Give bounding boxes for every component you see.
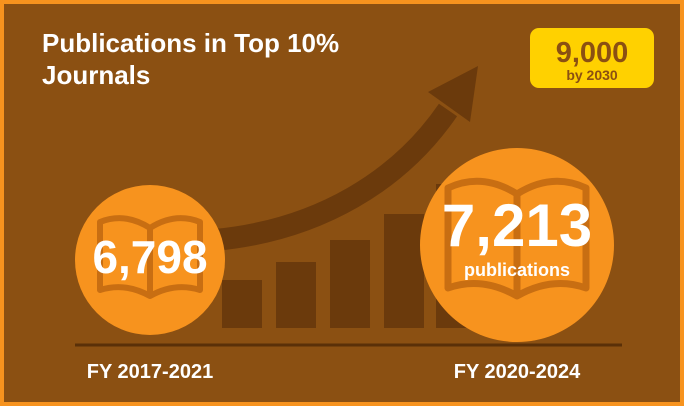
growth-arrow	[213, 103, 458, 251]
bar-decoration	[222, 280, 262, 328]
after-value: 7,213	[442, 192, 592, 259]
arrow-head	[428, 66, 478, 122]
bar-decoration	[330, 240, 370, 328]
period-label: FY 2017-2021	[87, 361, 213, 383]
target-label: by 2030	[566, 67, 618, 83]
before-value: 6,798	[92, 231, 207, 283]
target-badge	[530, 28, 654, 88]
target-value: 9,000	[556, 37, 629, 69]
period-label: FY 2020-2024	[454, 361, 581, 383]
title-line: Publications in Top 10%	[42, 28, 339, 58]
title-line: Journals	[42, 60, 150, 90]
bar-decoration	[384, 214, 424, 328]
book-icon	[97, 215, 203, 299]
bar-decoration	[276, 262, 316, 328]
after-unit: publications	[464, 260, 570, 280]
book-icon	[444, 177, 590, 300]
